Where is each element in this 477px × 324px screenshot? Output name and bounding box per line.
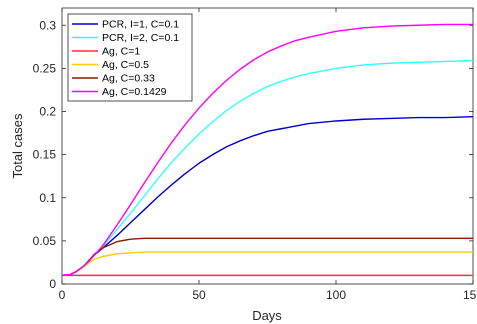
x-tick-label-1: 50 [192,288,206,302]
legend-label-4: Ag, C=0.5 [102,59,149,71]
legend-label-3: Ag, C=1 [102,46,140,58]
x-tick-label-2: 100 [326,288,346,302]
y-tick-label-2: 0.1 [39,191,56,205]
legend-box [67,13,193,102]
y-axis-label: Total cases [10,113,25,179]
legend-label-6: Ag, C=0.1429 [102,86,167,98]
x-axis-label: Days [252,308,282,323]
y-tick-label-1: 0.05 [33,234,57,248]
series-line-6 [61,23,473,277]
y-tick-label-3: 0.15 [33,148,57,162]
y-tick-label-4: 0.2 [39,105,56,119]
axes-layer: 0 50 100 150 0 0.05 0.1 0.15 0.2 0.25 0.3 [33,8,477,302]
legend-label-1: PCR, I=1, C=0.1 [102,19,179,31]
x-tick-label-3: 150 [463,288,477,302]
series-line-4 [61,251,473,277]
y-tick-label-0: 0 [49,277,56,291]
y-tick-label-5: 0.25 [33,61,57,75]
x-tick-label-0: 0 [59,288,66,302]
legend-label-5: Ag, C=0.33 [102,73,155,85]
legend-label-2: PCR, I=2, C=0.1 [102,32,179,44]
y-tick-label-6: 0.3 [39,18,56,32]
series-layer [61,23,474,277]
